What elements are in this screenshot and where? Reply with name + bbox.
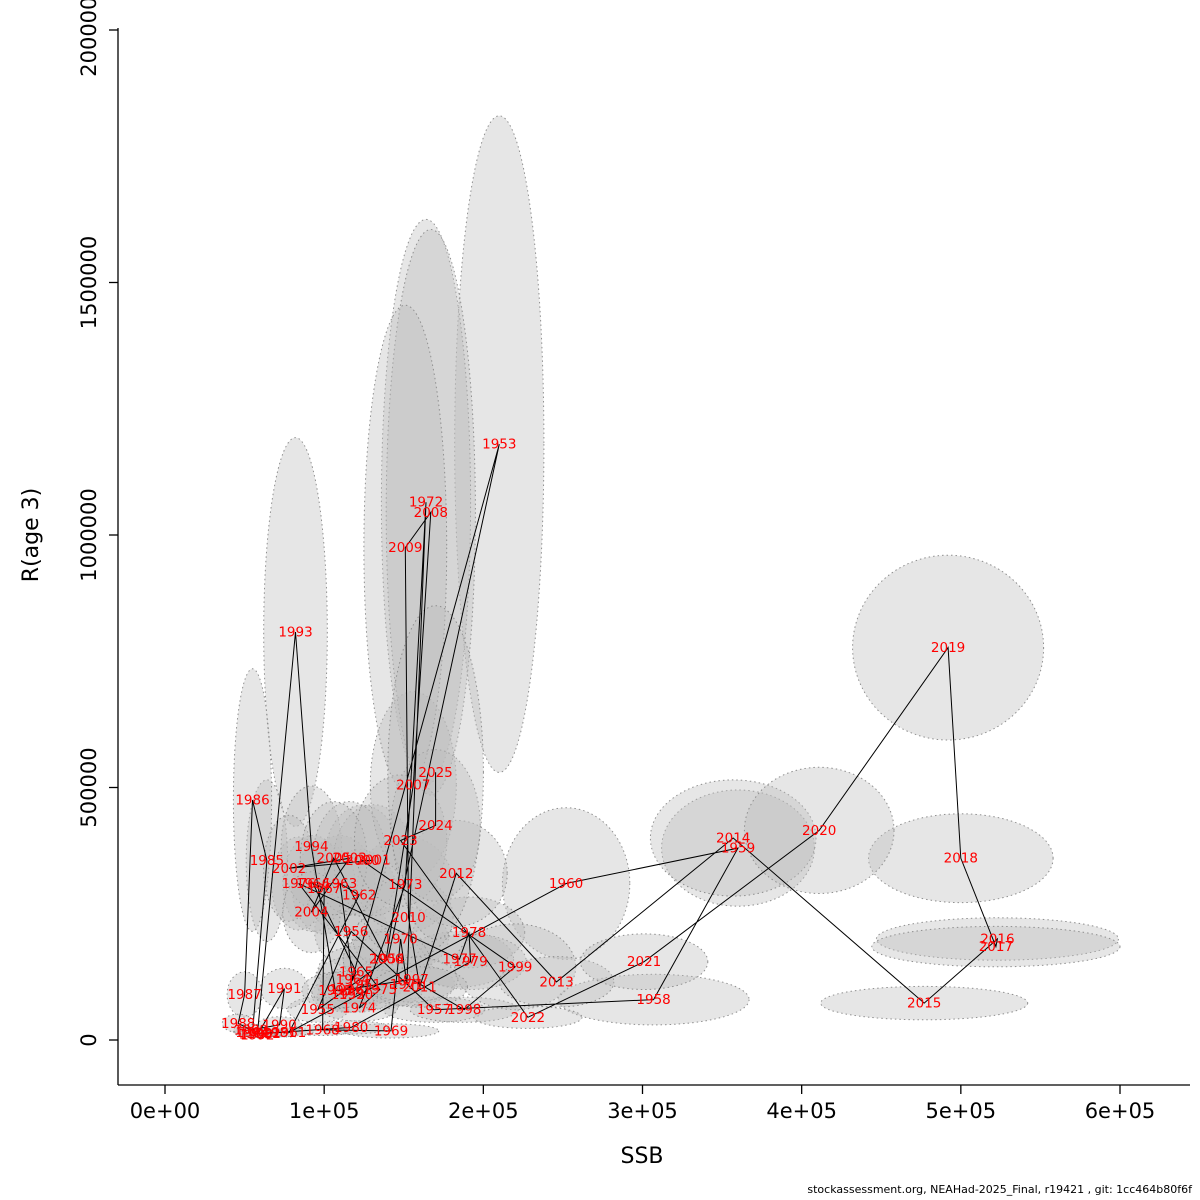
x-tick-label-6e+05: 6e+05: [1085, 1099, 1156, 1123]
year-label-2001: 2001: [356, 853, 390, 869]
x-tick-label-4e+05: 4e+05: [766, 1099, 837, 1123]
year-label-1996: 1996: [329, 982, 363, 998]
year-label-1962: 1962: [342, 888, 376, 904]
year-label-2016: 2016: [980, 932, 1014, 948]
year-label-1952: 1952: [331, 987, 365, 1003]
year-label-2021: 2021: [627, 954, 661, 970]
year-label-2023: 2023: [383, 833, 417, 849]
year-label-1975: 1975: [363, 982, 397, 998]
year-label-1965: 1965: [339, 964, 373, 980]
year-label-2002: 2002: [272, 861, 306, 877]
year-label-1981: 1981: [262, 1025, 296, 1041]
year-label-1998: 1998: [447, 1002, 481, 1018]
year-label-1994: 1994: [294, 839, 328, 855]
year-label-2005: 2005: [317, 851, 351, 867]
year-label-1990: 1990: [262, 1017, 296, 1033]
year-label-1977: 1977: [442, 952, 476, 968]
year-label-1959: 1959: [721, 841, 755, 857]
year-label-1955: 1955: [301, 1002, 335, 1018]
year-label-1969: 1969: [374, 1023, 408, 1039]
year-label-2013: 2013: [539, 974, 573, 990]
y-tick-label-1000000: 1000000: [77, 488, 101, 582]
year-label-1954: 1954: [371, 952, 405, 968]
year-label-1970: 1970: [383, 932, 417, 948]
year-label-2010: 2010: [391, 910, 425, 926]
year-label-2006: 2006: [369, 952, 403, 968]
year-label-1979: 1979: [453, 954, 487, 970]
y-tick-label-500000: 500000: [77, 747, 101, 827]
year-label-1973: 1973: [388, 877, 422, 893]
year-label-2019: 2019: [931, 640, 965, 656]
year-label-1999: 1999: [498, 959, 532, 975]
year-label-1982: 1982: [247, 1026, 281, 1042]
x-tick-label-0e+00: 0e+00: [130, 1099, 201, 1123]
year-label-1992: 1992: [240, 1028, 274, 1044]
year-label-2015: 2015: [907, 996, 941, 1012]
x-axis-title: SSB: [620, 1144, 663, 1169]
y-tick-label-2000000: 2000000: [77, 0, 101, 77]
year-label-1978: 1978: [452, 925, 486, 941]
x-tick-label-2e+05: 2e+05: [448, 1099, 519, 1123]
year-trajectory-path: [237, 443, 999, 1036]
y-tick-label-0: 0: [77, 1033, 101, 1046]
year-label-1961: 1961: [272, 1025, 306, 1041]
year-label-2025: 2025: [418, 765, 452, 781]
year-label-2004: 2004: [294, 905, 328, 921]
year-label-1989: 1989: [234, 1022, 268, 1038]
year-label-2020: 2020: [802, 823, 836, 839]
year-label-1991: 1991: [267, 981, 301, 997]
year-label-1985: 1985: [250, 853, 284, 869]
year-label-1971: 1971: [390, 977, 424, 993]
year-label-1974: 1974: [342, 1001, 376, 1017]
year-label-2007: 2007: [396, 778, 430, 794]
year-label-1972: 1972: [409, 495, 443, 511]
year-label-2018: 2018: [944, 851, 978, 867]
year-label-2009: 2009: [388, 540, 422, 556]
year-label-1951: 1951: [347, 977, 381, 993]
x-tick-label-1e+05: 1e+05: [289, 1099, 360, 1123]
year-label-2012: 2012: [439, 866, 473, 882]
year-label-1984: 1984: [235, 1025, 269, 1041]
year-label-1953: 1953: [482, 437, 516, 453]
x-tick-label-3e+05: 3e+05: [607, 1099, 678, 1123]
year-label-2003: 2003: [332, 851, 366, 867]
y-tick-label-1500000: 1500000: [77, 236, 101, 330]
year-label-1967: 1967: [307, 881, 341, 897]
y-axis-title: R(age 3): [19, 488, 44, 582]
year-label-1995: 1995: [318, 983, 352, 999]
year-label-2011: 2011: [403, 980, 437, 996]
year-label-1956: 1956: [334, 924, 368, 940]
year-label-1957: 1957: [417, 1002, 451, 1018]
year-label-1993: 1993: [278, 625, 312, 641]
year-label-1983: 1983: [239, 1026, 273, 1042]
year-label-2024: 2024: [418, 818, 452, 834]
year-label-1960: 1960: [549, 876, 583, 892]
year-label-2022: 2022: [511, 1010, 545, 1026]
x-tick-label-5e+05: 5e+05: [926, 1099, 997, 1123]
year-label-1988: 1988: [221, 1016, 255, 1032]
source-credit: stockassessment.org, NEAHad-2025_Final, …: [807, 1183, 1192, 1196]
year-label-2014: 2014: [716, 831, 750, 847]
year-label-1963: 1963: [323, 876, 357, 892]
year-label-2017: 2017: [979, 939, 1013, 955]
year-label-2008: 2008: [414, 505, 448, 521]
year-label-1986: 1986: [235, 793, 269, 809]
axes-layer: 0e+00 1e+05 2e+05 3e+05 4e+05 5e+05 6e+05 0 5000…: [77, 0, 1190, 1123]
year-label-1968: 1968: [305, 1022, 339, 1038]
year-label-1997: 1997: [395, 972, 429, 988]
year-label-1966: 1966: [296, 876, 330, 892]
year-label-2000: 2000: [345, 853, 379, 869]
year-label-1980: 1980: [334, 1020, 368, 1036]
year-label-1950: 1950: [339, 987, 373, 1003]
year-label-1958: 1958: [636, 992, 670, 1008]
year-label-1976: 1976: [282, 876, 316, 892]
year-label-1987: 1987: [227, 987, 261, 1003]
year-label-1964: 1964: [336, 972, 370, 988]
